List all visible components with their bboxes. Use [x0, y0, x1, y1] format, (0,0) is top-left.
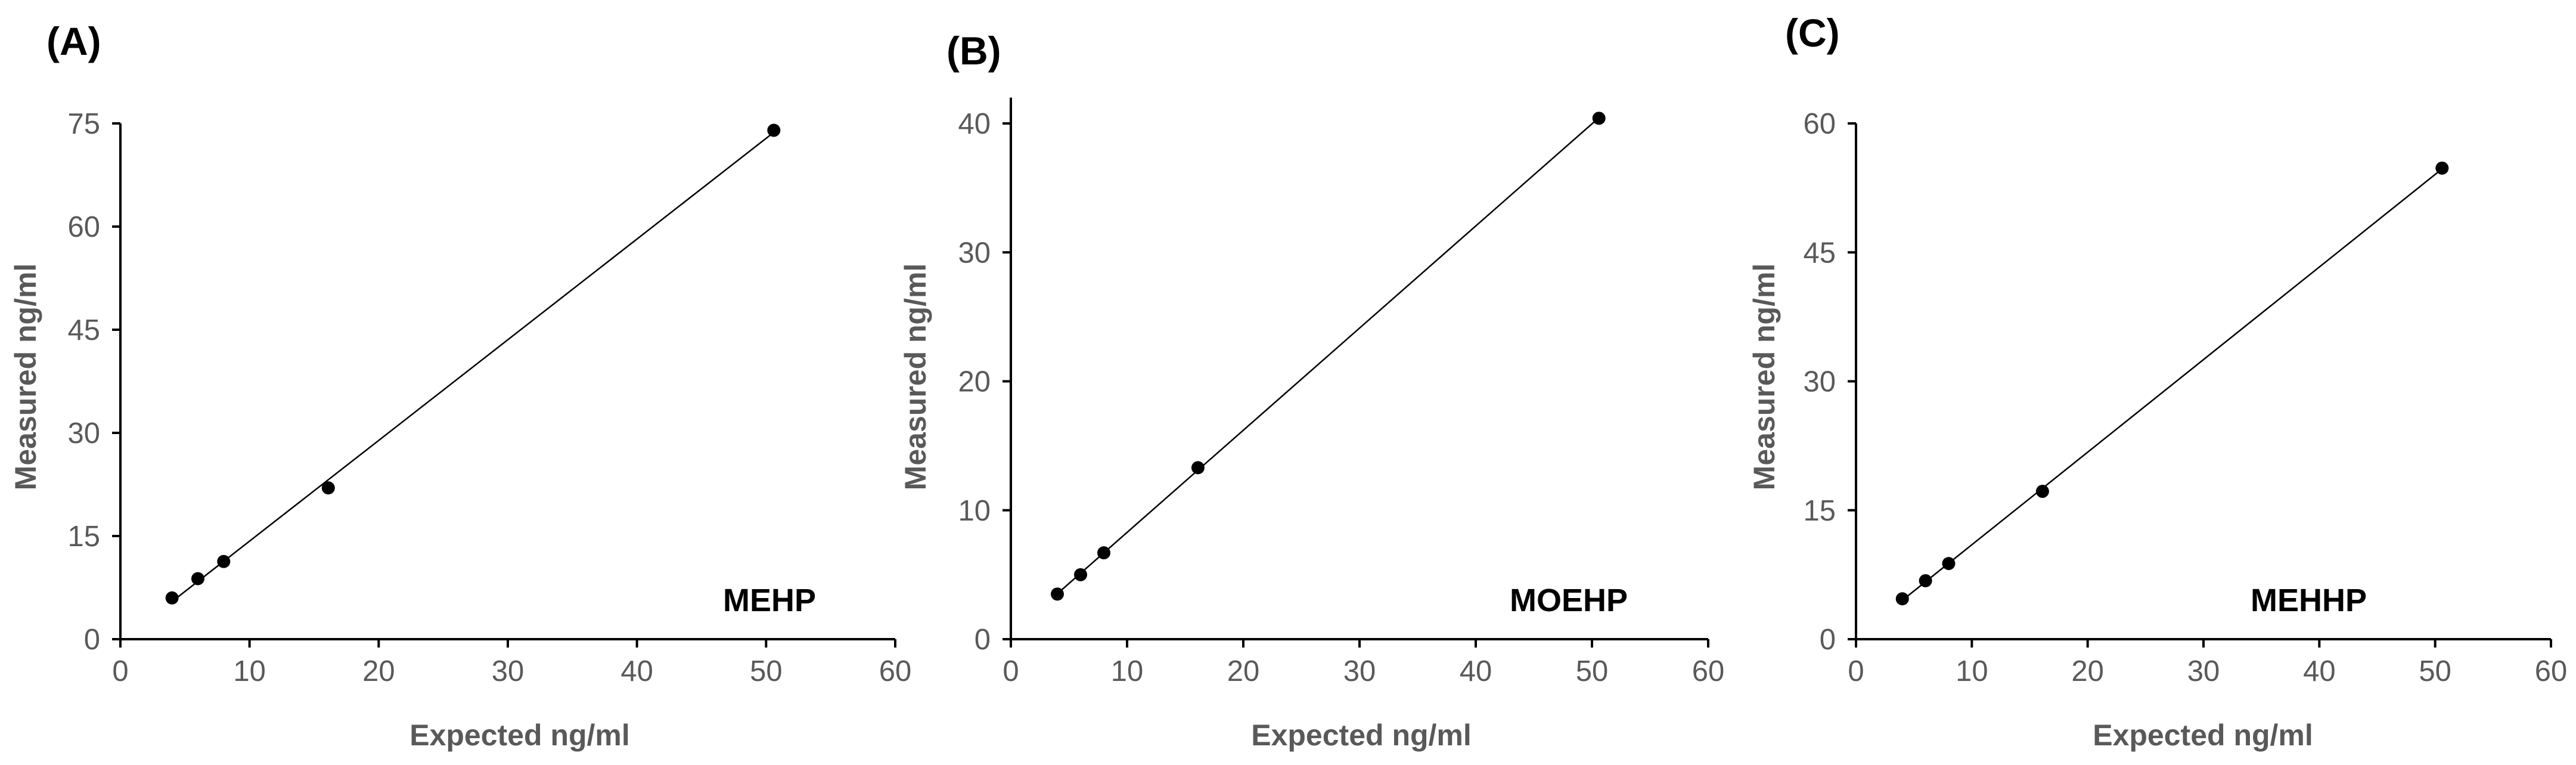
data-point — [321, 481, 335, 495]
data-point — [1942, 557, 1956, 571]
plot-area: 0 10 20 30 40 50 60 0 15 30 45 60 — [1803, 108, 2567, 687]
y-tick-label: 60 — [1803, 108, 1836, 140]
x-tick-label: 0 — [112, 655, 128, 687]
plot-area: 0 10 20 30 40 50 60 0 10 20 30 40 — [958, 97, 1725, 687]
data-point — [217, 555, 231, 568]
x-tick-label: 60 — [1692, 655, 1725, 687]
x-tick-label: 20 — [1227, 655, 1260, 687]
y-tick-label: 0 — [84, 624, 100, 656]
y-tick-label: 45 — [67, 314, 100, 346]
y-axis-title: Measured ng/ml — [9, 264, 42, 491]
y-axis-title: Measured ng/ml — [1748, 264, 1781, 491]
x-tick-label: 50 — [2419, 655, 2451, 687]
trendline — [171, 131, 775, 602]
y-tick-label: 30 — [1803, 366, 1836, 398]
data-point — [1051, 587, 1064, 601]
data-point — [1074, 568, 1087, 581]
y-tick-label: 30 — [958, 237, 991, 269]
chart-panel-b: (B) MOEHP Expected ng/ml Measured ng/ml … — [899, 29, 1724, 752]
y-axis-title: Measured ng/ml — [899, 264, 932, 491]
y-tick-label: 20 — [958, 366, 991, 398]
x-tick-label: 50 — [1576, 655, 1609, 687]
analyte-label: MEHP — [723, 583, 816, 618]
panel-label: (B) — [946, 29, 1001, 73]
data-point — [165, 591, 179, 605]
data-point — [1919, 574, 1932, 587]
trendline — [1901, 168, 2443, 601]
y-tick-label: 0 — [1820, 624, 1836, 656]
y-tick-label: 15 — [1803, 495, 1836, 527]
x-tick-label: 30 — [1343, 655, 1376, 687]
analyte-label: MOEHP — [1510, 583, 1628, 618]
x-tick-label: 60 — [2535, 655, 2568, 687]
y-tick-label: 30 — [67, 417, 100, 450]
data-point — [1592, 112, 1606, 125]
x-axis-title: Expected ng/ml — [2093, 718, 2313, 752]
x-tick-label: 50 — [750, 655, 783, 687]
x-tick-label: 30 — [492, 655, 524, 687]
data-point — [1895, 592, 1909, 606]
data-point — [1097, 546, 1110, 560]
x-tick-label: 10 — [233, 655, 266, 687]
trendline — [1057, 117, 1600, 594]
x-axis-title: Expected ng/ml — [1251, 718, 1472, 752]
data-point — [2035, 485, 2049, 498]
y-tick-label: 15 — [67, 521, 100, 553]
x-tick-label: 40 — [2303, 655, 2336, 687]
x-tick-label: 10 — [1111, 655, 1144, 687]
x-axis-title: Expected ng/ml — [409, 718, 630, 752]
panel-label: (C) — [1785, 11, 1840, 55]
x-tick-label: 10 — [1956, 655, 1988, 687]
panel-label: (A) — [46, 19, 101, 63]
y-tick-label: 45 — [1803, 237, 1836, 269]
x-tick-label: 30 — [2187, 655, 2220, 687]
y-tick-label: 10 — [958, 495, 991, 527]
y-tick-label: 0 — [974, 624, 991, 656]
analyte-label: MEHHP — [2251, 583, 2367, 618]
plot-area: 0 10 20 30 40 50 60 0 15 30 45 60 75 — [67, 108, 911, 687]
data-point — [191, 572, 204, 586]
y-tick-label: 75 — [67, 108, 100, 140]
x-tick-label: 60 — [879, 655, 912, 687]
x-tick-label: 40 — [1460, 655, 1492, 687]
x-tick-label: 40 — [620, 655, 653, 687]
data-point — [1191, 461, 1205, 475]
y-tick-label: 60 — [67, 211, 100, 243]
chart-panel-a: (A) MEHP Expected ng/ml Measured ng/ml 0… — [9, 19, 911, 752]
data-point — [2435, 161, 2449, 175]
data-point — [767, 123, 781, 137]
chart-panel-c: (C) MEHHP Expected ng/ml Measured ng/ml … — [1748, 11, 2567, 752]
y-tick-label: 40 — [958, 108, 991, 140]
x-tick-label: 0 — [1848, 655, 1864, 687]
x-tick-label: 0 — [1003, 655, 1019, 687]
x-tick-label: 20 — [362, 655, 395, 687]
x-tick-label: 20 — [2071, 655, 2104, 687]
